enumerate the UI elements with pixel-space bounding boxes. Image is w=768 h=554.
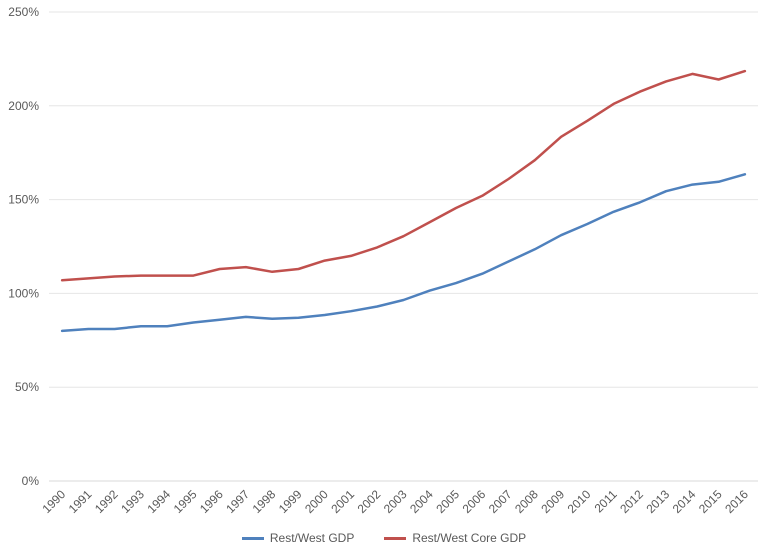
y-tick-label: 0% — [22, 474, 40, 488]
x-tick-label: 2008 — [512, 487, 541, 516]
x-tick-label: 1998 — [250, 487, 279, 516]
x-tick-label: 2001 — [328, 487, 357, 516]
series-line-rest-west-core-gdp — [60, 69, 747, 282]
legend-swatch — [384, 536, 407, 540]
x-tick-label: 1991 — [66, 487, 95, 516]
y-tick-label: 100% — [8, 286, 39, 300]
chart-canvas: 0%50%100%150%200%250%1990199119921993199… — [8, 5, 758, 516]
x-tick-label: 2011 — [592, 487, 620, 515]
legend-item: Rest/West Core GDP — [384, 531, 526, 545]
y-tick-label: 150% — [8, 193, 39, 207]
legend-item: Rest/West GDP — [241, 531, 355, 545]
x-tick-label: 1992 — [92, 487, 121, 516]
x-tick-label: 2005 — [433, 487, 462, 516]
x-tick-label: 2006 — [460, 487, 489, 516]
series-line-rest-west-gdp — [60, 173, 747, 333]
x-tick-label: 1995 — [171, 487, 200, 516]
x-tick-label: 2007 — [486, 487, 515, 516]
x-tick-label: 2016 — [722, 487, 751, 516]
x-tick-label: 2014 — [670, 487, 699, 516]
x-tick-label: 2013 — [643, 487, 672, 516]
x-tick-label: 2009 — [538, 487, 567, 516]
x-tick-label: 2003 — [381, 487, 410, 516]
x-tick-label: 2015 — [696, 487, 725, 516]
x-tick-label: 1997 — [223, 487, 252, 516]
x-tick-label: 2000 — [302, 487, 331, 516]
x-tick-label: 2004 — [407, 487, 436, 516]
x-tick-label: 2010 — [565, 487, 594, 516]
x-tick-label: 1994 — [145, 487, 174, 516]
y-tick-label: 250% — [8, 5, 39, 19]
legend-swatch — [241, 536, 264, 540]
x-tick-label: 2002 — [355, 487, 384, 516]
x-tick-label: 1993 — [118, 487, 147, 516]
x-tick-label: 1999 — [276, 487, 305, 516]
y-tick-label: 200% — [8, 99, 39, 113]
legend-label: Rest/West GDP — [269, 531, 355, 545]
legend-label: Rest/West Core GDP — [412, 531, 527, 545]
x-tick-label: 1996 — [197, 487, 226, 516]
chart-legend: Rest/West GDP Rest/West Core GDP — [0, 531, 768, 545]
x-tick-label: 1990 — [39, 487, 68, 516]
x-tick-label: 2012 — [617, 487, 646, 516]
y-tick-label: 50% — [15, 380, 39, 394]
